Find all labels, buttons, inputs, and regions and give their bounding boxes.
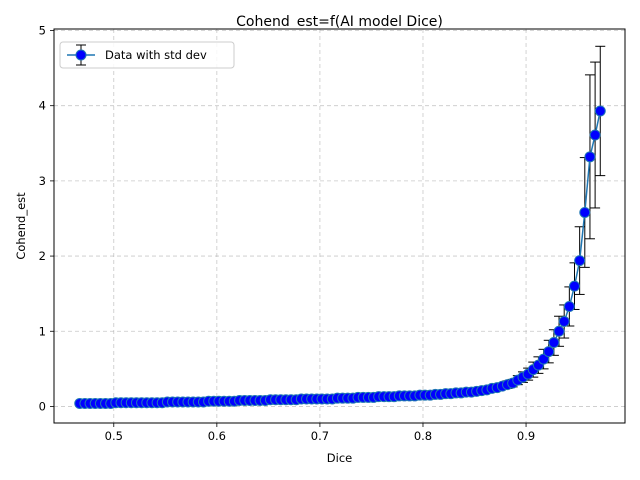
data-point <box>548 337 560 349</box>
x-tick-label: 0.6 <box>208 429 226 443</box>
x-tick-label: 0.5 <box>105 429 123 443</box>
y-tick-label: 4 <box>39 99 46 113</box>
data-point <box>543 346 555 358</box>
data-point <box>538 353 550 365</box>
legend-marker-sample <box>75 49 87 61</box>
chart-title: Cohend_est=f(AI model Dice) <box>236 14 443 30</box>
x-axis-ticks: 0.5 0.6 0.7 0.8 0.9 <box>105 423 535 443</box>
data-point <box>594 105 606 117</box>
legend: Data with std dev <box>59 41 235 69</box>
markers <box>74 105 606 409</box>
legend-label: Data with std dev <box>105 48 207 62</box>
grid <box>54 29 625 423</box>
data-point <box>584 151 596 163</box>
y-tick-label: 5 <box>39 24 46 38</box>
y-axis-label: Cohend_est <box>14 192 28 260</box>
legend-box <box>59 41 235 69</box>
x-axis-label: Dice <box>327 451 352 465</box>
data-point <box>589 129 601 141</box>
y-tick-label: 3 <box>39 174 46 188</box>
x-tick-label: 0.8 <box>414 429 432 443</box>
data-point <box>579 206 591 218</box>
x-tick-label: 0.7 <box>311 429 329 443</box>
plot-frame <box>53 28 626 424</box>
x-tick-label: 0.9 <box>517 429 535 443</box>
data-point <box>568 280 580 292</box>
y-tick-label: 2 <box>39 249 46 263</box>
data-point <box>553 325 565 337</box>
data-point <box>563 300 575 312</box>
y-axis-ticks: 0 1 2 3 4 5 <box>39 24 54 413</box>
y-tick-label: 1 <box>39 324 46 338</box>
data-point <box>574 255 586 267</box>
y-tick-label: 0 <box>39 399 46 413</box>
data-point <box>558 315 570 327</box>
